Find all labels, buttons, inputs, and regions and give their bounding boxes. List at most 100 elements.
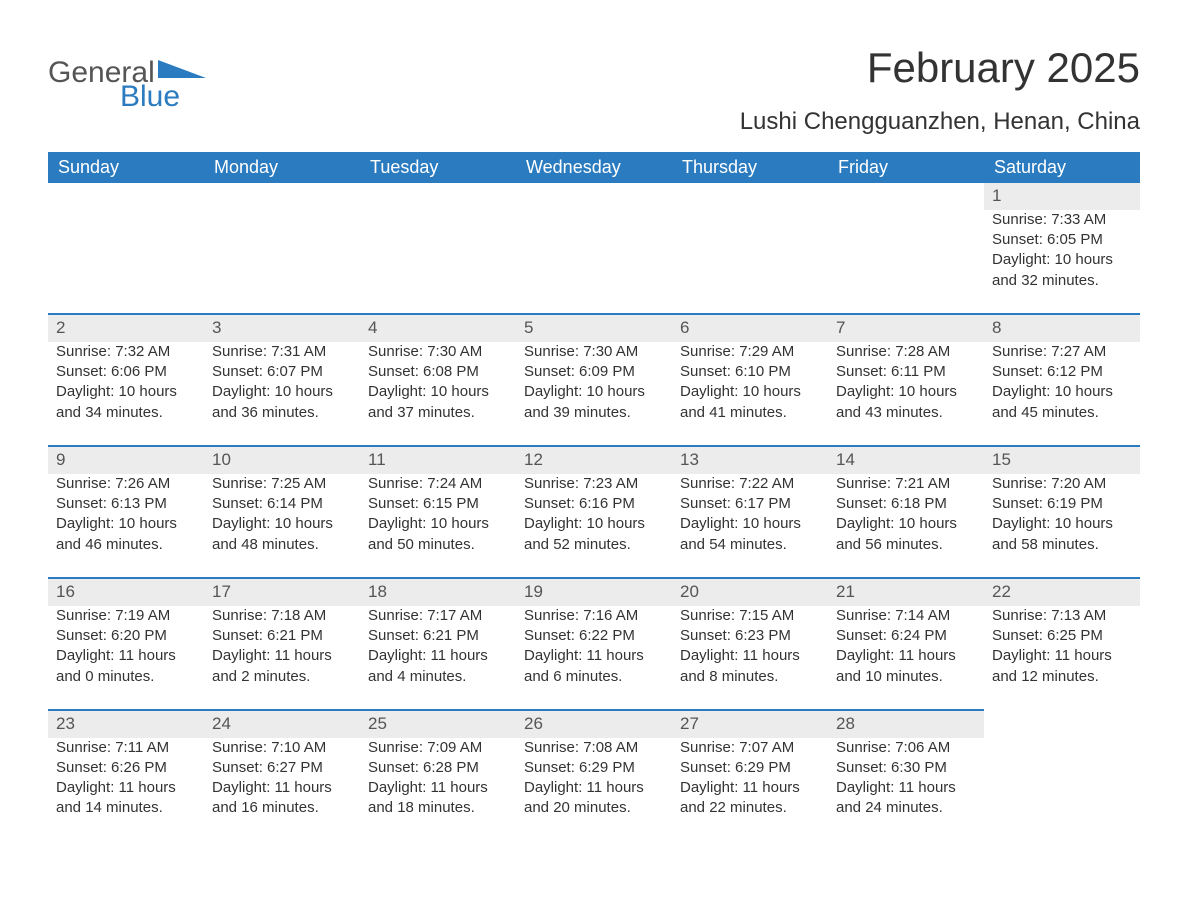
day-cell: Sunrise: 7:06 AMSunset: 6:30 PMDaylight:… (828, 738, 984, 841)
day-line: Sunset: 6:07 PM (212, 362, 352, 382)
day-cell (516, 210, 672, 314)
day-number-row: 2345678 (48, 314, 1140, 342)
day-number (672, 183, 828, 210)
day-line: Sunrise: 7:27 AM (992, 342, 1132, 362)
day-line: Sunset: 6:23 PM (680, 626, 820, 646)
day-line: Sunrise: 7:18 AM (212, 606, 352, 626)
day-cell: Sunrise: 7:30 AMSunset: 6:08 PMDaylight:… (360, 342, 516, 446)
day-number: 25 (360, 710, 516, 738)
day-line: Sunrise: 7:16 AM (524, 606, 664, 626)
day-number: 19 (516, 578, 672, 606)
day-line: Sunrise: 7:26 AM (56, 474, 196, 494)
day-line: Sunset: 6:13 PM (56, 494, 196, 514)
day-line: Sunset: 6:20 PM (56, 626, 196, 646)
day-number-row: 9101112131415 (48, 446, 1140, 474)
day-line: Sunrise: 7:21 AM (836, 474, 976, 494)
day-line: Daylight: 11 hours and 20 minutes. (524, 778, 664, 819)
day-cell: Sunrise: 7:17 AMSunset: 6:21 PMDaylight:… (360, 606, 516, 710)
day-content-row: Sunrise: 7:11 AMSunset: 6:26 PMDaylight:… (48, 738, 1140, 841)
day-line: Sunset: 6:09 PM (524, 362, 664, 382)
day-line: Daylight: 10 hours and 45 minutes. (992, 382, 1132, 423)
day-line: Daylight: 10 hours and 54 minutes. (680, 514, 820, 555)
day-line: Sunrise: 7:10 AM (212, 738, 352, 758)
day-line: Sunrise: 7:28 AM (836, 342, 976, 362)
day-line: Sunrise: 7:08 AM (524, 738, 664, 758)
day-cell (204, 210, 360, 314)
day-line: Sunset: 6:24 PM (836, 626, 976, 646)
day-cell: Sunrise: 7:23 AMSunset: 6:16 PMDaylight:… (516, 474, 672, 578)
day-line: Sunrise: 7:17 AM (368, 606, 508, 626)
day-cell: Sunrise: 7:22 AMSunset: 6:17 PMDaylight:… (672, 474, 828, 578)
day-line: Sunset: 6:28 PM (368, 758, 508, 778)
day-cell: Sunrise: 7:29 AMSunset: 6:10 PMDaylight:… (672, 342, 828, 446)
day-number: 1 (984, 183, 1140, 210)
weekday-header: Wednesday (516, 152, 672, 183)
day-number (516, 183, 672, 210)
day-number (984, 710, 1140, 738)
day-line: Sunrise: 7:31 AM (212, 342, 352, 362)
day-line: Sunrise: 7:30 AM (524, 342, 664, 362)
day-cell: Sunrise: 7:32 AMSunset: 6:06 PMDaylight:… (48, 342, 204, 446)
day-line: Sunset: 6:29 PM (524, 758, 664, 778)
day-line: Daylight: 10 hours and 50 minutes. (368, 514, 508, 555)
day-line: Sunrise: 7:07 AM (680, 738, 820, 758)
day-line: Sunrise: 7:32 AM (56, 342, 196, 362)
day-content-row: Sunrise: 7:32 AMSunset: 6:06 PMDaylight:… (48, 342, 1140, 446)
day-line: Daylight: 11 hours and 0 minutes. (56, 646, 196, 687)
day-number: 21 (828, 578, 984, 606)
day-line: Daylight: 10 hours and 34 minutes. (56, 382, 196, 423)
day-number-row: 1 (48, 183, 1140, 210)
weekday-header: Monday (204, 152, 360, 183)
day-number-row: 232425262728 (48, 710, 1140, 738)
day-cell (48, 210, 204, 314)
weekday-header: Friday (828, 152, 984, 183)
day-line: Daylight: 10 hours and 32 minutes. (992, 250, 1132, 291)
day-line: Sunset: 6:25 PM (992, 626, 1132, 646)
weekday-header: Tuesday (360, 152, 516, 183)
day-number: 12 (516, 446, 672, 474)
day-number: 28 (828, 710, 984, 738)
day-number: 11 (360, 446, 516, 474)
day-cell: Sunrise: 7:19 AMSunset: 6:20 PMDaylight:… (48, 606, 204, 710)
day-cell: Sunrise: 7:18 AMSunset: 6:21 PMDaylight:… (204, 606, 360, 710)
day-line: Daylight: 10 hours and 41 minutes. (680, 382, 820, 423)
day-line: Sunset: 6:19 PM (992, 494, 1132, 514)
day-line: Daylight: 10 hours and 58 minutes. (992, 514, 1132, 555)
day-line: Sunset: 6:06 PM (56, 362, 196, 382)
day-line: Daylight: 11 hours and 12 minutes. (992, 646, 1132, 687)
day-line: Sunrise: 7:14 AM (836, 606, 976, 626)
day-content-row: Sunrise: 7:19 AMSunset: 6:20 PMDaylight:… (48, 606, 1140, 710)
day-line: Daylight: 10 hours and 46 minutes. (56, 514, 196, 555)
day-number: 22 (984, 578, 1140, 606)
day-line: Sunrise: 7:23 AM (524, 474, 664, 494)
day-number: 3 (204, 314, 360, 342)
weekday-header: Sunday (48, 152, 204, 183)
day-line: Sunset: 6:29 PM (680, 758, 820, 778)
day-line: Sunrise: 7:30 AM (368, 342, 508, 362)
day-number: 23 (48, 710, 204, 738)
day-number: 16 (48, 578, 204, 606)
day-number (360, 183, 516, 210)
day-line: Sunset: 6:21 PM (212, 626, 352, 646)
day-line: Sunrise: 7:11 AM (56, 738, 196, 758)
day-cell (828, 210, 984, 314)
day-number: 26 (516, 710, 672, 738)
day-line: Daylight: 10 hours and 36 minutes. (212, 382, 352, 423)
day-line: Sunset: 6:12 PM (992, 362, 1132, 382)
day-cell (984, 738, 1140, 841)
day-line: Sunset: 6:30 PM (836, 758, 976, 778)
weekday-header-row: Sunday Monday Tuesday Wednesday Thursday… (48, 152, 1140, 183)
weekday-header: Thursday (672, 152, 828, 183)
day-number: 20 (672, 578, 828, 606)
day-line: Daylight: 11 hours and 18 minutes. (368, 778, 508, 819)
day-line: Sunset: 6:10 PM (680, 362, 820, 382)
day-cell: Sunrise: 7:07 AMSunset: 6:29 PMDaylight:… (672, 738, 828, 841)
day-number: 27 (672, 710, 828, 738)
day-cell (360, 210, 516, 314)
day-line: Sunrise: 7:19 AM (56, 606, 196, 626)
day-line: Daylight: 11 hours and 8 minutes. (680, 646, 820, 687)
day-number: 7 (828, 314, 984, 342)
day-line: Sunrise: 7:24 AM (368, 474, 508, 494)
day-number: 2 (48, 314, 204, 342)
day-line: Sunset: 6:22 PM (524, 626, 664, 646)
